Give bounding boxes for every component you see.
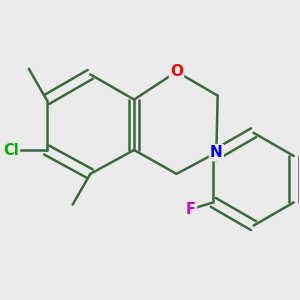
Text: F: F	[186, 202, 196, 217]
Text: O: O	[170, 64, 183, 79]
Text: N: N	[210, 145, 223, 160]
Text: Cl: Cl	[3, 142, 19, 158]
